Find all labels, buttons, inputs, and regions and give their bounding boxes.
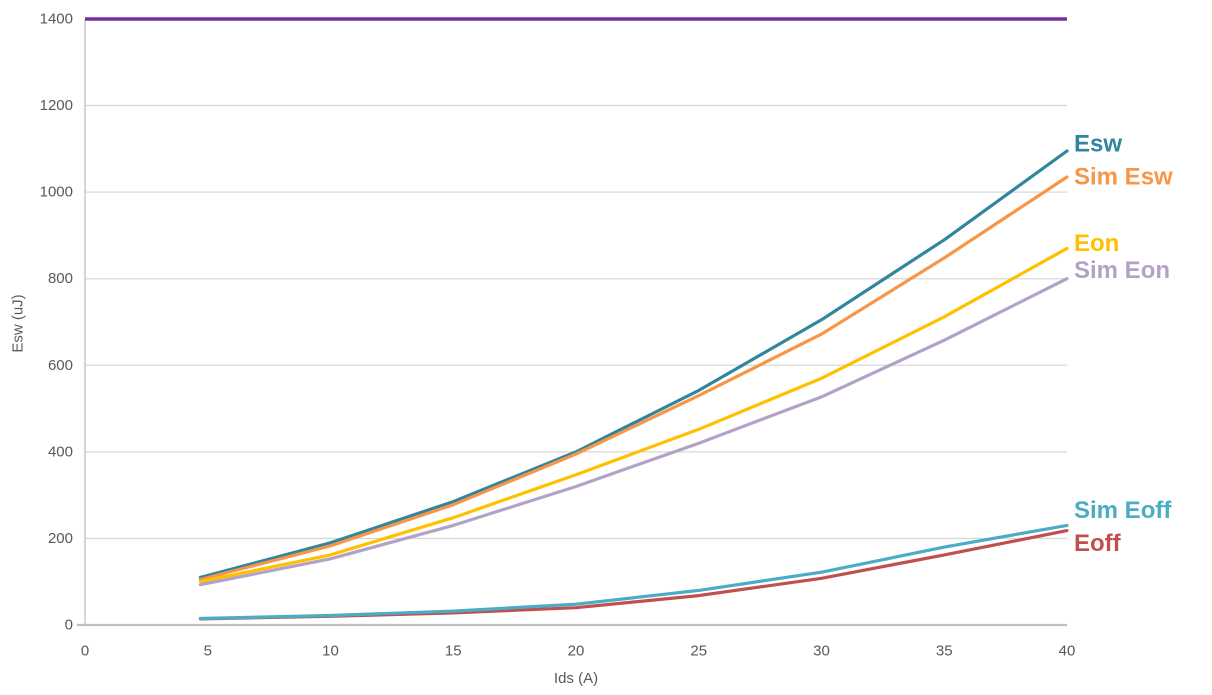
series-line-eon	[198, 246, 1069, 584]
series-line-sim-eoff	[198, 523, 1069, 621]
x-tick-label-25: 25	[690, 643, 707, 660]
x-tick-label-30: 30	[813, 643, 830, 660]
series-label-sim-eon: Sim Eon	[1074, 257, 1170, 284]
y-tick-label-800: 800	[48, 270, 73, 287]
x-tick-label-0: 0	[81, 643, 89, 660]
x-tick-label-5: 5	[204, 643, 212, 660]
x-tick-label-15: 15	[445, 643, 462, 660]
x-axis-title: Ids (A)	[553, 670, 599, 687]
series-line-sim-esw	[198, 175, 1069, 582]
x-tick-label-20: 20	[568, 643, 585, 660]
y-tick-label-1000: 1000	[40, 184, 73, 201]
y-tick-label-1400: 1400	[40, 11, 73, 28]
x-tick-label-40: 40	[1059, 643, 1076, 660]
series-label-sim-esw: Sim Esw	[1074, 163, 1173, 190]
y-axis-title: Esw (uJ)	[9, 294, 27, 353]
series-line-sim-eon	[198, 277, 1069, 587]
y-tick-label-0: 0	[65, 617, 73, 634]
x-tick-label-35: 35	[936, 643, 953, 660]
y-tick-label-600: 600	[48, 357, 73, 374]
series-label-esw: Esw	[1074, 131, 1122, 158]
series-label-sim-eoff: Sim Eoff	[1074, 497, 1172, 524]
y-tick-label-1200: 1200	[40, 97, 73, 114]
y-tick-label-400: 400	[48, 443, 73, 460]
series-label-eoff: Eoff	[1074, 530, 1122, 557]
series-line-esw	[198, 149, 1069, 580]
x-tick-label-10: 10	[322, 643, 339, 660]
y-tick-label-200: 200	[48, 530, 73, 547]
series-label-eon: Eon	[1074, 230, 1119, 257]
